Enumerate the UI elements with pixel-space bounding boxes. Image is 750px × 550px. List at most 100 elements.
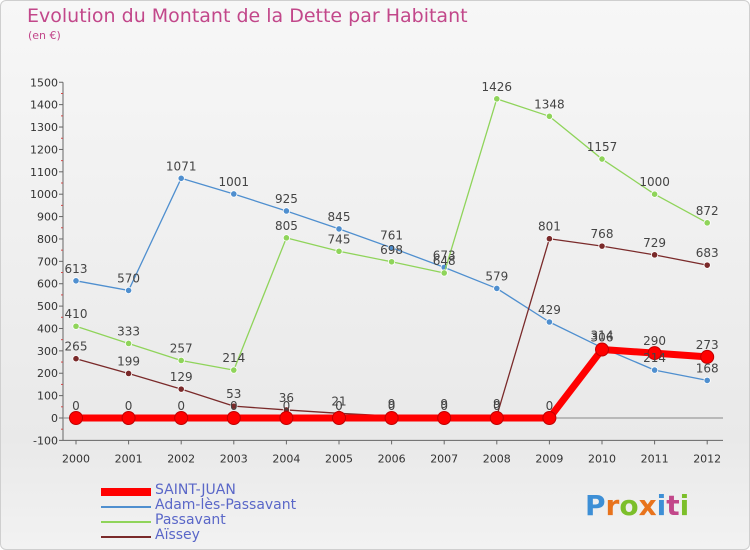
data-point-saint-juan	[437, 411, 452, 425]
data-label-a-ssey: 9	[493, 397, 501, 411]
data-label-saint-juan: 0	[125, 399, 133, 413]
data-point-passavant	[440, 269, 448, 277]
y-tick-label: 900	[37, 211, 58, 224]
y-tick-label: 1200	[30, 143, 58, 156]
x-tick-label: 2000	[62, 452, 90, 465]
data-point-adam-l-s-passavant	[703, 376, 711, 385]
data-label-passavant: 745	[328, 232, 351, 246]
data-label-saint-juan: 0	[72, 399, 80, 413]
y-tick-label: 400	[37, 322, 58, 335]
data-label-passavant: 257	[170, 341, 193, 355]
data-point-passavant	[335, 247, 343, 255]
legend-label: Adam-lès-Passavant	[155, 497, 297, 513]
data-point-passavant	[230, 366, 238, 374]
x-tick-label: 2001	[115, 452, 143, 465]
data-label-adam-l-s-passavant: 845	[328, 210, 351, 224]
data-point-passavant	[493, 95, 501, 103]
data-point-adam-l-s-passavant	[177, 174, 185, 182]
y-tick-label: 1300	[30, 121, 58, 134]
legend-item-passavant: Passavant	[101, 512, 361, 529]
data-label-a-ssey: 768	[591, 227, 614, 241]
y-tick-label: 800	[37, 233, 58, 246]
data-point-passavant	[72, 322, 80, 330]
data-point-passavant	[545, 112, 554, 120]
x-tick-label: 2008	[483, 452, 511, 465]
data-label-a-ssey: 36	[279, 391, 294, 405]
y-tick-label: 1400	[30, 99, 58, 112]
y-tick-label: 1000	[30, 188, 58, 201]
data-point-adam-l-s-passavant	[72, 277, 80, 285]
legend: SAINT-JUAN Adam-lès-Passavant Passavant Aïs…	[101, 482, 361, 544]
data-point-saint-juan	[69, 411, 83, 425]
data-point-passavant	[125, 339, 133, 348]
data-point-adam-l-s-passavant	[545, 318, 554, 326]
data-label-saint-juan: 0	[230, 399, 238, 413]
data-label-passavant: 214	[222, 351, 245, 365]
data-label-adam-l-s-passavant: 925	[275, 192, 298, 206]
data-label-adam-l-s-passavant: 673	[433, 248, 456, 262]
legend-swatch	[101, 488, 151, 496]
data-label-passavant: 698	[380, 243, 403, 257]
y-tick-label: 700	[37, 255, 58, 268]
y-tick-label: 1100	[30, 166, 58, 179]
data-point-saint-juan	[226, 411, 241, 425]
data-label-passavant: 1000	[639, 175, 670, 189]
data-label-passavant: 333	[117, 324, 140, 338]
data-label-a-ssey: 199	[117, 354, 140, 368]
y-tick-label: 600	[37, 278, 58, 291]
data-point-adam-l-s-passavant	[125, 286, 133, 295]
logo-letter: x	[638, 489, 657, 522]
data-point-saint-juan	[542, 411, 557, 425]
legend-item-a-ssey: Aïssey	[101, 527, 361, 544]
data-label-a-ssey: 265	[65, 340, 88, 354]
data-point-adam-l-s-passavant	[282, 207, 290, 215]
data-label-adam-l-s-passavant: 761	[380, 229, 403, 243]
logo-letter: i	[656, 489, 667, 522]
data-point-saint-juan	[121, 411, 136, 425]
y-tick-label: 1500	[30, 76, 58, 89]
data-point-saint-juan	[384, 411, 399, 425]
data-point-passavant	[282, 234, 290, 242]
data-label-adam-l-s-passavant: 429	[538, 303, 561, 317]
logo-letter: o	[619, 489, 639, 522]
data-label-a-ssey: 21	[331, 394, 346, 408]
data-label-saint-juan: 0	[283, 399, 291, 413]
data-label-adam-l-s-passavant: 1001	[219, 175, 250, 189]
data-label-saint-juan: 0	[335, 399, 343, 413]
data-label-a-ssey: 53	[226, 387, 241, 401]
data-label-saint-juan: 273	[696, 338, 719, 352]
data-point-a-ssey	[650, 251, 659, 259]
legend-label: SAINT-JUAN	[155, 482, 236, 498]
proxiti-logo: Proxiti	[585, 489, 689, 522]
y-tick-label: 500	[37, 300, 58, 313]
legend-swatch	[101, 521, 151, 523]
data-label-a-ssey: 683	[696, 246, 719, 260]
data-label-a-ssey: 129	[170, 370, 193, 384]
legend-label: Aïssey	[155, 527, 200, 543]
data-point-passavant	[387, 258, 396, 266]
data-point-saint-juan	[700, 349, 715, 364]
x-tick-label: 2007	[430, 452, 458, 465]
x-tick-label: 2006	[378, 452, 406, 465]
x-tick-label: 2004	[272, 452, 300, 465]
data-point-passavant	[703, 219, 711, 227]
data-point-saint-juan	[279, 411, 294, 425]
legend-item-adam-l-s-passavant: Adam-lès-Passavant	[101, 497, 361, 514]
data-label-passavant: 1348	[534, 97, 565, 111]
y-tick-label: 100	[37, 390, 58, 403]
legend-swatch	[101, 536, 151, 538]
data-label-a-ssey: 801	[538, 220, 561, 234]
data-point-adam-l-s-passavant	[387, 244, 396, 252]
logo-letter: t	[666, 489, 680, 522]
data-label-saint-juan: 0	[440, 399, 448, 413]
data-point-passavant	[650, 190, 659, 198]
logo-letter: P	[585, 489, 606, 522]
data-point-passavant	[177, 356, 185, 365]
data-label-adam-l-s-passavant: 1071	[166, 159, 197, 173]
data-label-adam-l-s-passavant: 613	[65, 262, 88, 276]
x-tick-label: 2012	[693, 452, 721, 465]
legend-item-saint-juan: SAINT-JUAN	[101, 482, 361, 499]
legend-label: Passavant	[155, 512, 226, 528]
